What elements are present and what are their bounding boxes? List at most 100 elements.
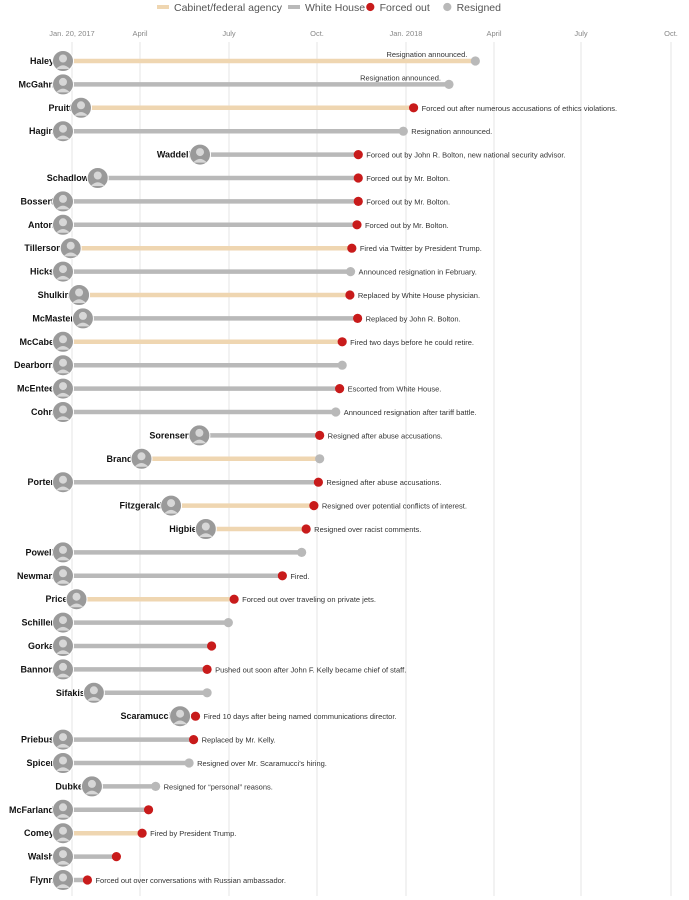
person-name: McGahn xyxy=(18,79,54,89)
person-name: Powell xyxy=(25,547,54,557)
avatar-body-icon xyxy=(56,580,70,584)
avatar-head-icon xyxy=(59,382,67,391)
avatar-body-icon xyxy=(56,556,70,561)
person-name: Tillerson xyxy=(24,243,61,253)
avatar-head-icon xyxy=(196,148,205,157)
avatar-body-icon xyxy=(69,603,84,608)
person-row: Porter Resigned after abuse accusations. xyxy=(27,471,441,494)
avatar-body-icon xyxy=(56,814,70,818)
person-row: Cohn Announced resignation after tariff b… xyxy=(31,401,477,423)
forced-out-dot xyxy=(137,828,147,838)
person-row: Scaramucci Fired 10 days after being name… xyxy=(121,705,397,728)
avatar-head-icon xyxy=(59,54,67,63)
forced-out-dot xyxy=(143,805,154,815)
avatar-head-icon xyxy=(59,335,67,344)
person-name: Bossert xyxy=(20,196,54,206)
person-row: Spicer Resigned over Mr. Scaramucci's hir… xyxy=(26,752,327,774)
forced-out-dot xyxy=(315,430,325,440)
person-name: Pruitt xyxy=(49,103,73,113)
resigned-dot xyxy=(331,407,341,417)
person-name: Waddell xyxy=(157,150,191,160)
avatar-head-icon xyxy=(59,756,67,765)
x-axis-ticks: Jan. 20, 2017 April July Oct. Jan. 2018 April… xyxy=(49,29,678,38)
person-row: Fitzgerald Resigned over potential confli… xyxy=(120,494,467,517)
person-row: Dearborn xyxy=(14,354,347,377)
x-tick-label: April xyxy=(132,29,147,38)
person-name: Dearborn xyxy=(14,360,54,370)
avatar-body-icon xyxy=(90,182,105,186)
departure-note: Resigned over racist comments. xyxy=(314,525,421,534)
x-tick-label: Oct. xyxy=(310,29,324,38)
avatar-body-icon xyxy=(75,322,90,327)
avatar-body-icon xyxy=(56,486,70,491)
departure-note: Fired by President Trump. xyxy=(150,829,236,838)
person-name: Brand xyxy=(106,454,132,464)
departure-note: Resignation announced. xyxy=(360,73,441,82)
person-row: Gorka xyxy=(28,635,217,657)
avatar-head-icon xyxy=(87,779,96,788)
person-row: Bannon Pushed out soon after John F. Kell… xyxy=(21,658,406,681)
person-name: Comey xyxy=(24,828,54,838)
person-row: Waddell Forced out by John R. Bolton, new… xyxy=(157,143,566,166)
avatar-head-icon xyxy=(59,639,67,648)
avatar-head-icon xyxy=(59,77,67,86)
resigned-dot xyxy=(297,547,307,558)
legend-label: Cabinet/federal agency xyxy=(174,2,283,14)
avatar-head-icon xyxy=(78,311,87,320)
person-row: Comey Fired by President Trump. xyxy=(24,822,236,845)
person-name: Hagin xyxy=(29,126,54,136)
person-name: Shulkin xyxy=(38,290,71,300)
departure-note: Fired two days before he could retire. xyxy=(350,338,474,347)
person-row: Powell xyxy=(25,541,307,564)
x-tick-label: July xyxy=(222,29,236,38)
avatar-head-icon xyxy=(176,709,185,718)
avatar-body-icon xyxy=(56,205,70,210)
departure-note: Resigned after abuse accusations. xyxy=(328,431,443,440)
person-name: McCabe xyxy=(19,337,54,347)
avatar-head-icon xyxy=(66,241,75,250)
forced-out-dot xyxy=(353,173,363,183)
person-row: Priebus Replaced by Mr. Kelly. xyxy=(21,728,276,751)
resigned-dot xyxy=(223,618,233,628)
person-row: Dubke Resigned for “personal” reasons. xyxy=(55,775,273,798)
person-name: McMaster xyxy=(32,313,74,323)
person-row: Walsh xyxy=(28,845,121,868)
avatar-body-icon xyxy=(72,299,87,303)
person-row: Sifakis xyxy=(56,681,212,704)
avatar-head-icon xyxy=(59,803,67,812)
avatar-body-icon xyxy=(198,533,213,537)
avatar-head-icon xyxy=(59,616,67,625)
person-row: Haley Resignation announced. xyxy=(30,50,480,72)
person-row: Anton Forced out by Mr. Bolton. xyxy=(28,213,449,236)
forced-out-dot xyxy=(408,103,419,113)
avatar-head-icon xyxy=(77,101,86,110)
avatar-body-icon xyxy=(84,790,99,795)
avatar-body-icon xyxy=(56,767,70,771)
departure-note: Resignation announced. xyxy=(386,50,467,59)
avatar-head-icon xyxy=(59,358,67,367)
avatar-head-icon xyxy=(167,499,176,508)
forced-out-dot xyxy=(82,875,93,885)
x-tick-label: Jan. 20, 2017 xyxy=(49,29,94,38)
resigned-dot xyxy=(345,267,356,277)
resigned-dot xyxy=(184,758,194,768)
avatar-head-icon xyxy=(93,171,102,180)
departure-note: Fired 10 days after being named communic… xyxy=(204,712,397,721)
person-name: Spicer xyxy=(26,758,54,768)
person-name: Walsh xyxy=(28,852,54,862)
resigned-dot xyxy=(315,454,325,464)
person-row: Tillerson Fired via Twitter by President … xyxy=(24,237,482,260)
person-row: McEntee Escorted from White House. xyxy=(17,377,441,400)
person-name: Higbie xyxy=(169,524,197,534)
resigned-dot xyxy=(470,56,480,66)
forced-out-dot xyxy=(111,852,121,862)
legend-label: Forced out xyxy=(380,2,430,14)
resigned-dot xyxy=(398,126,408,136)
avatar-head-icon xyxy=(59,124,67,133)
avatar-body-icon xyxy=(56,650,70,654)
avatar-head-icon xyxy=(59,194,67,203)
departure-note: Pushed out soon after John F. Kelly beca… xyxy=(215,665,406,674)
person-name: Schiller xyxy=(21,618,54,628)
x-tick-label: Oct. xyxy=(664,29,678,38)
resigned-dot xyxy=(151,781,161,792)
